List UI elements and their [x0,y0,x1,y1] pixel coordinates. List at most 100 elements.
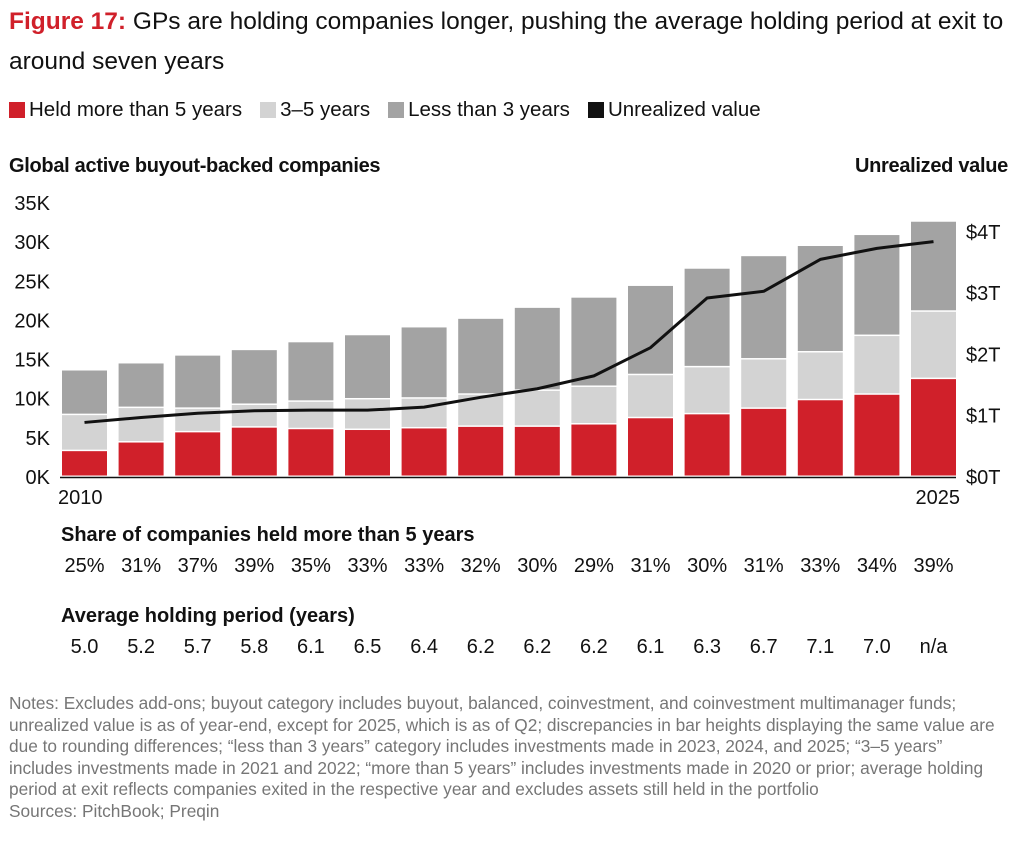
holding-value: 6.4 [410,636,438,658]
bar-under3 [741,256,787,359]
share-value: 33% [347,555,388,577]
holding-row-title: Average holding period (years) [61,605,355,627]
y-tick-label: 10K [14,389,50,411]
bar-3to5 [514,390,560,426]
bar-over5 [514,426,560,476]
holding-value: 5.2 [127,636,155,658]
bar-under3 [797,246,843,352]
bar-3to5 [288,401,334,428]
figure-label: Figure 17: [9,8,127,35]
share-value: 31% [121,555,162,577]
legend-swatch [9,102,25,118]
legend-label: Unrealized value [607,98,761,121]
bar-over5 [62,451,107,476]
unrealized-value-line [84,240,934,424]
bar-3to5 [854,336,900,394]
y-tick-label: 0K [26,467,51,489]
bar-under3 [911,221,956,311]
share-value: 39% [234,555,275,577]
share-value: 30% [687,555,728,577]
legend-label: 3–5 years [280,98,371,121]
bar-over5 [797,400,843,476]
bar-3to5 [118,408,164,442]
holding-row: 5.0 5.2 5.7 5.8 6.1 6.5 6.4 6.2 6.2 6.2 6.1 6.3 6.7 7… [0,636,1018,662]
bar-over5 [458,426,504,476]
legend-swatch [587,102,604,118]
holding-value: 6.3 [693,636,721,658]
legend: Held more than 5 years 3–5 years Less th… [9,98,761,122]
bar-3to5 [684,367,730,413]
share-value: 30% [517,555,558,577]
bar-over5 [571,424,617,476]
y-tick-label: 15K [14,350,50,372]
y-tick-label: 35K [14,193,50,215]
legend-label: Held more than 5 years [29,98,243,121]
legend-item-over5: Held more than 5 years [9,98,242,122]
share-row: 25% 31% 37% 39% 35% 33% 33% 32% 30% 29% 31% 30% 31% 3… [0,555,1018,581]
holding-value: 5.7 [183,636,212,658]
holding-value: 7.0 [862,636,891,658]
bar-under3 [345,335,390,398]
legend-label: Less than 3 years [408,98,570,121]
bar-under3 [62,370,107,414]
bar-under3 [288,342,334,401]
holding-value: 7.1 [806,636,835,658]
bar-under3 [571,297,617,386]
bar-over5 [175,432,221,476]
left-axis-title: Global active buyout-backed companies [9,155,381,177]
bar-over5 [911,379,956,476]
bar-under3 [118,363,164,407]
share-value: 31% [743,555,784,577]
chart-title: Figure 17: GPs are holding companies lon… [9,2,1009,82]
holding-value: 6.1 [636,636,665,658]
bar-under3 [514,307,560,390]
y-tick-label: 25K [14,271,50,293]
title-text: GPs are holding companies longer, pushin… [9,8,1004,75]
holding-value: 6.5 [353,636,382,658]
y2-tick-label: $2T [966,344,1000,366]
bar-under3 [628,285,673,374]
bar-under3 [231,350,277,404]
holding-value: n/a [919,636,948,658]
x-tick-label: 2025 [916,487,961,509]
holding-value: 6.1 [296,636,325,658]
bar-3to5 [741,359,787,408]
sources-text: Sources: PitchBook; Preqin [9,800,220,821]
notes-text: Notes: Excludes add-ons; buyout category… [9,693,995,799]
share-row-title: Share of companies held more than 5 year… [61,524,475,546]
bar-3to5 [797,352,843,399]
y2-tick-label: $3T [966,283,1000,305]
holding-value: 6.2 [523,636,552,658]
share-value: 39% [913,555,954,577]
share-value: 35% [290,555,331,577]
right-axis-title: Unrealized value [854,155,1008,177]
bar-3to5 [628,375,673,417]
legend-item-unrealized: Unrealized value [587,98,761,122]
bar-over5 [288,429,334,476]
bar-over5 [118,442,164,476]
bar-over5 [741,408,787,476]
share-value: 33% [800,555,841,577]
bar-over5 [231,427,277,476]
share-value: 29% [573,555,614,577]
bar-3to5 [231,404,277,427]
y-tick-label: 20K [14,310,50,332]
bar-3to5 [571,386,617,424]
y-tick-label: 5K [26,428,51,450]
legend-item-3to5: 3–5 years [260,98,370,122]
legend-swatch [388,102,405,118]
bar-under3 [401,327,447,398]
share-value: 31% [630,555,671,577]
y-tick-label: 30K [14,232,50,254]
holding-value: 6.2 [466,636,495,658]
bar-over5 [684,414,730,476]
holding-value: 5.0 [70,636,99,658]
holding-value: 6.2 [579,636,608,658]
holding-value: 6.7 [749,636,778,658]
notes: Notes: Excludes add-ons; buyout category… [9,693,1009,822]
y2-tick-label: $4T [966,222,1000,244]
bar-over5 [854,394,900,476]
share-value: 34% [856,555,897,577]
share-value: 33% [404,555,445,577]
share-value: 25% [64,555,105,577]
